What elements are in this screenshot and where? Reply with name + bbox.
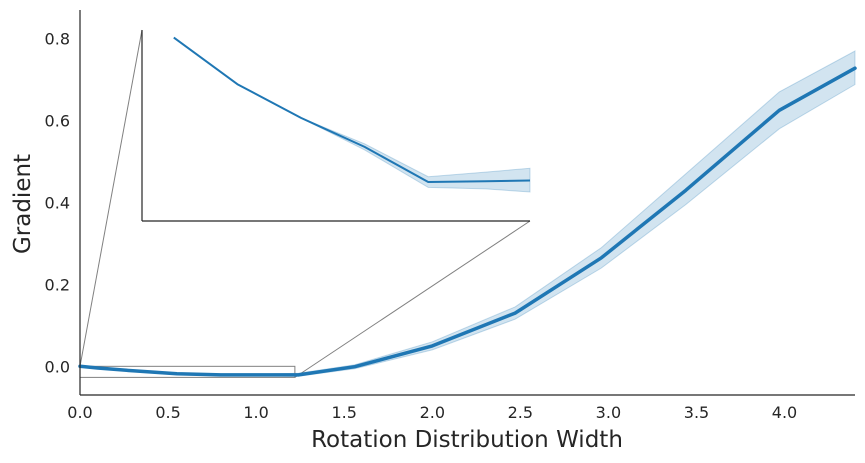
confidence-band xyxy=(79,50,856,377)
x-tick-label: 0.0 xyxy=(67,403,92,422)
main-series-line xyxy=(78,66,857,377)
inset-confidence-band xyxy=(173,37,531,193)
zoom-connector-right xyxy=(294,220,531,378)
inset-series-line xyxy=(173,36,531,183)
x-tick-label: 2.0 xyxy=(420,403,445,422)
x-tick-label: 4.0 xyxy=(772,403,797,422)
y-axis-label: Gradient xyxy=(10,154,36,254)
x-tick-label: 3.0 xyxy=(596,403,621,422)
x-tick-label: 0.5 xyxy=(155,403,180,422)
y-tick-label: 0.0 xyxy=(45,357,70,376)
x-tick-label: 1.5 xyxy=(331,403,356,422)
inset-zoom-plot xyxy=(141,30,531,222)
x-axis-label: Rotation Distribution Width xyxy=(311,427,623,453)
zoom-indicator xyxy=(79,29,531,378)
zoom-connector-left xyxy=(79,29,143,367)
y-tick-label: 0.4 xyxy=(45,194,70,213)
x-tick-label: 2.5 xyxy=(508,403,533,422)
x-tick-label: 3.5 xyxy=(684,403,709,422)
main-axes xyxy=(79,10,855,396)
series-line-gradient xyxy=(78,66,857,377)
x-axis-ticks: 0.0 0.5 1.0 1.5 2.0 2.5 3.0 3.5 4.0 xyxy=(67,403,797,422)
main-confidence-band xyxy=(79,50,856,377)
x-tick-label: 1.0 xyxy=(243,403,268,422)
y-tick-label: 0.2 xyxy=(45,275,70,294)
y-tick-label: 0.8 xyxy=(45,30,70,49)
y-tick-label: 0.6 xyxy=(45,112,70,131)
y-axis-ticks: 0.0 0.2 0.4 0.6 0.8 xyxy=(45,30,70,377)
